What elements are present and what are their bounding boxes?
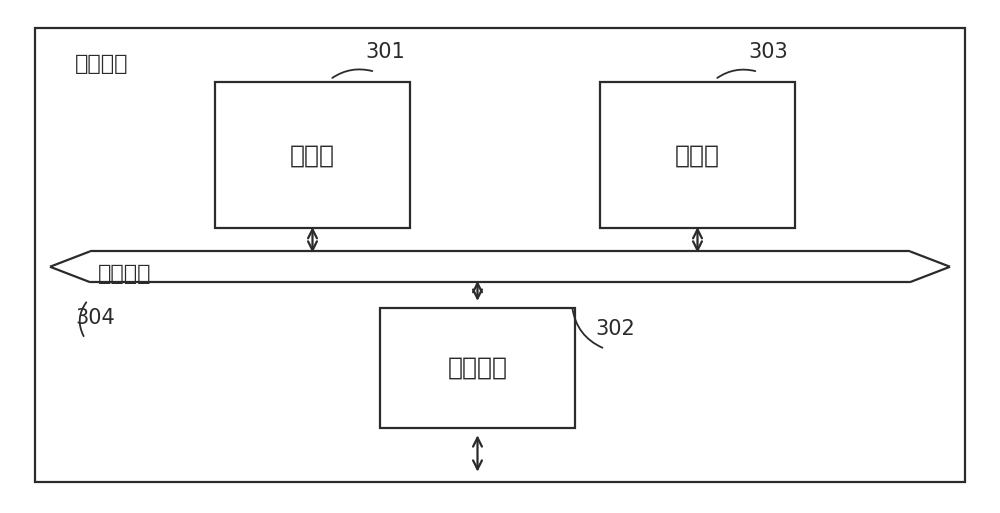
Bar	[600, 82, 795, 228]
Text: 303: 303	[748, 42, 788, 62]
Text: 304: 304	[75, 308, 115, 328]
Text: 存储器: 存储器	[675, 143, 720, 167]
Text: 处理器: 处理器	[290, 143, 335, 167]
Bar	[215, 82, 410, 228]
Bar	[380, 308, 575, 428]
Text: 电子设备: 电子设备	[75, 54, 128, 74]
Text: 302: 302	[595, 319, 635, 339]
Text: 通信总线: 通信总线	[98, 265, 152, 284]
Text: 通信接口: 通信接口	[448, 356, 508, 380]
Text: 301: 301	[365, 42, 405, 62]
Bar	[35, 28, 965, 482]
